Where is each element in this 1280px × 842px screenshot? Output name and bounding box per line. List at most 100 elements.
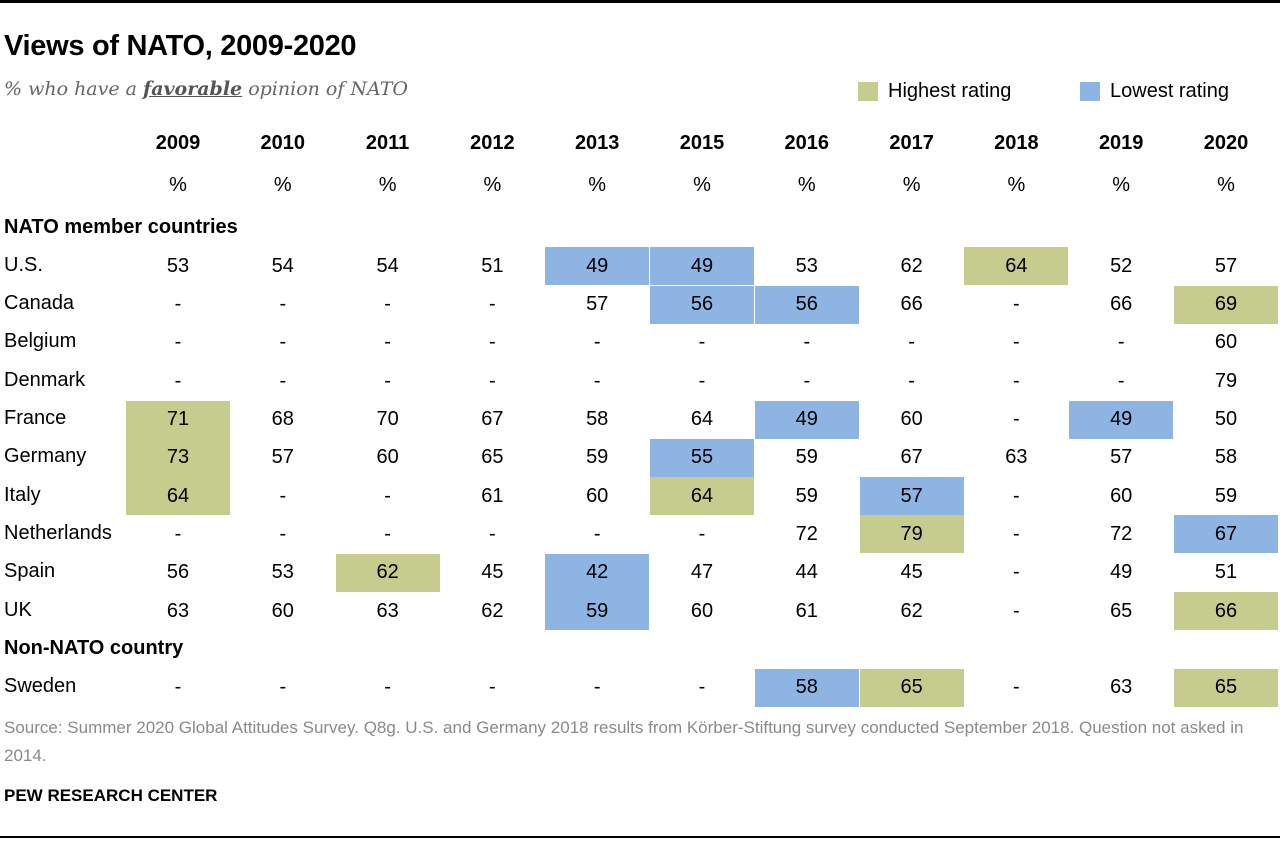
table-cell: - <box>279 331 287 354</box>
row-label-country: UK <box>4 598 32 621</box>
row-label-country: Netherlands <box>4 521 112 544</box>
table-cell: - <box>384 484 391 507</box>
table-cell: 66 <box>1110 293 1133 316</box>
table-cell: - <box>384 676 391 699</box>
row-label-country: U.S. <box>4 253 43 276</box>
table-cell: - <box>279 369 287 392</box>
table-cell: 53 <box>795 254 818 277</box>
table-cell-high: 64 <box>650 477 754 516</box>
column-unit: % <box>693 173 711 196</box>
table-cell: 62 <box>481 599 504 622</box>
table-cell: - <box>384 522 391 545</box>
table-cell: - <box>1013 331 1020 354</box>
table-cell: 57 <box>586 293 609 316</box>
table-cell: 59 <box>1214 484 1238 507</box>
table-cell-low: 56 <box>754 285 859 324</box>
table-cell: 59 <box>795 484 818 507</box>
table-cell-low: 55 <box>650 438 754 477</box>
table-cell-high: 64 <box>964 247 1069 286</box>
column-header-year: 2020 <box>1203 131 1249 154</box>
table-cell: 72 <box>795 522 818 545</box>
row-label-country: Spain <box>4 560 56 583</box>
row-label-country: Belgium <box>4 330 77 353</box>
table-cell: - <box>803 369 811 392</box>
table-cell: 49 <box>1110 561 1133 584</box>
table-cell: 60 <box>900 408 923 430</box>
table-cell: 51 <box>1214 561 1238 584</box>
table-cell: - <box>1013 369 1020 392</box>
chart-title: Views of NATO, 2009-2020 <box>4 30 357 62</box>
table-cell: - <box>698 369 706 392</box>
table-cell: - <box>384 293 391 316</box>
table-cell: 60 <box>1214 331 1238 354</box>
table-cell: - <box>1013 408 1020 430</box>
table-cell: 67 <box>900 446 923 469</box>
table-cell: - <box>1013 561 1020 584</box>
table-cell-low: 49 <box>650 247 754 286</box>
row-label-country: France <box>4 407 67 429</box>
column-header-year: 2009 <box>155 131 201 154</box>
column-unit: % <box>169 173 187 196</box>
legend-swatch-lowest <box>1080 82 1100 101</box>
table-cell: - <box>1013 484 1020 507</box>
table-cell-low: 49 <box>754 400 859 439</box>
table-cell: 64 <box>690 408 714 430</box>
row-label-country: Denmark <box>4 368 86 391</box>
table-cell-high: 69 <box>1174 285 1278 324</box>
table-cell: 47 <box>690 561 714 584</box>
source-note: Source: Summer 2020 Global Attitudes Sur… <box>4 718 1244 765</box>
table-cell: 57 <box>1110 446 1133 469</box>
table-cell: - <box>174 331 182 354</box>
subtitle-post: opinion of NATO <box>242 78 408 100</box>
table-cell: - <box>593 522 601 545</box>
table-cell-high: 66 <box>1174 592 1278 630</box>
table-cell: 45 <box>481 561 504 584</box>
table-cell-high: 73 <box>126 438 230 477</box>
row-label-country: Sweden <box>4 675 77 698</box>
table-cell: 59 <box>586 446 609 469</box>
table-cell: - <box>174 369 182 392</box>
table-cell-low: 67 <box>1174 515 1278 554</box>
table-cell-low: 56 <box>650 285 754 324</box>
table-cell: - <box>1117 331 1125 354</box>
table-cell: 60 <box>376 446 399 469</box>
table-cell-high: 65 <box>859 668 964 707</box>
table-cell-high: 62 <box>335 553 440 592</box>
table-cell: 59 <box>795 446 818 469</box>
table-cell: 63 <box>1005 446 1028 469</box>
column-header-year: 2013 <box>574 131 620 154</box>
table-cell: - <box>489 522 496 545</box>
table-cell: 50 <box>1214 408 1238 430</box>
column-header-year: 2018 <box>994 131 1039 154</box>
subtitle-pre: % who have a <box>4 78 144 100</box>
table-cell: 51 <box>481 254 504 277</box>
column-header-year: 2019 <box>1098 131 1144 154</box>
top-rule <box>0 0 1280 3</box>
table-cell: 54 <box>271 254 294 277</box>
table-cell: - <box>1013 522 1020 545</box>
table-cell: - <box>279 676 287 699</box>
table-cell: 57 <box>1214 254 1238 277</box>
legend-highest: Highest rating <box>858 80 1011 103</box>
column-header-year: 2015 <box>679 131 725 154</box>
column-unit: % <box>1217 173 1235 196</box>
table-cell: - <box>489 293 496 316</box>
table-cell: 60 <box>271 599 294 622</box>
table-cell: 79 <box>1214 369 1238 392</box>
table-cell: 54 <box>376 254 399 277</box>
table-cell: 61 <box>481 484 504 507</box>
table-cell: 60 <box>1110 484 1133 507</box>
table-cell: 53 <box>271 561 294 584</box>
table-cell: - <box>489 676 496 699</box>
table-cell: - <box>593 331 601 354</box>
table-cell-high: 65 <box>1174 668 1278 707</box>
organization-credit: PEW RESEARCH CENTER <box>4 786 218 805</box>
chart-subtitle: % who have a favorable opinion of NATO <box>4 78 408 100</box>
legend-swatch-highest <box>858 82 878 101</box>
table-cell: 61 <box>795 599 818 622</box>
table-cell-low: 58 <box>754 668 859 707</box>
row-label-country: Germany <box>4 445 87 468</box>
table-cell: 65 <box>1110 599 1133 622</box>
table-cell-low: 49 <box>545 247 650 286</box>
table-cell: 72 <box>1110 522 1133 545</box>
